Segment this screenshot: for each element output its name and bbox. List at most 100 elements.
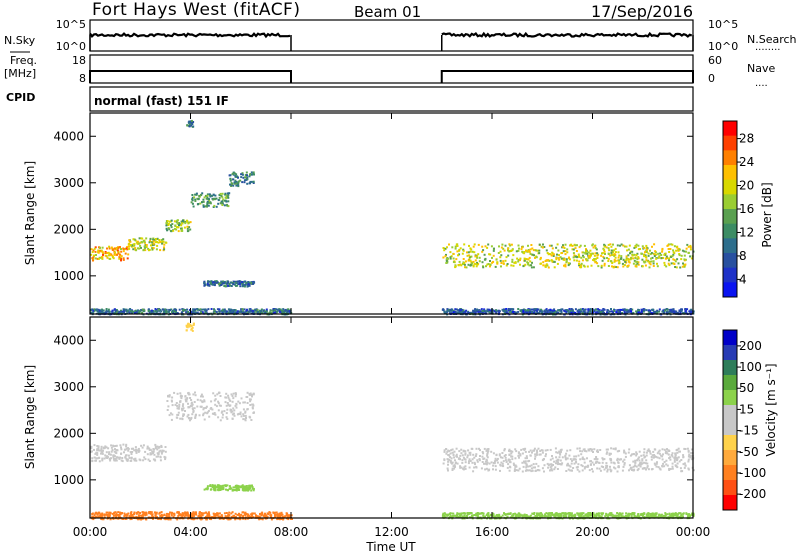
power-cell: [564, 250, 567, 253]
power-cell: [136, 247, 139, 250]
velocity-cell: [177, 411, 180, 414]
velocity-cell: [225, 488, 227, 491]
velocity-cell: [250, 489, 253, 492]
velocity-cell: [193, 512, 195, 515]
velocity-cell: [515, 469, 518, 472]
velocity-cell: [206, 485, 209, 488]
power-cell: [564, 253, 567, 256]
velocity-cell: [239, 515, 242, 518]
velocity-cell: [219, 395, 222, 397]
power-cell: [484, 258, 487, 261]
power-cell: [142, 240, 145, 242]
power-cell: [153, 238, 156, 241]
velocity-cell: [234, 512, 237, 515]
velocity-cell: [135, 511, 138, 514]
power-cell: [649, 253, 652, 256]
velocity-cell: [125, 445, 128, 448]
velocity-cell: [156, 448, 159, 451]
power-cell: [241, 181, 244, 184]
velocity-cell: [539, 450, 542, 452]
power-cell: [213, 204, 216, 207]
power-cell: [527, 262, 530, 265]
velocity-cell: [560, 448, 563, 451]
power-cell: [443, 249, 446, 252]
power-cell: [635, 254, 638, 256]
power-cell: [218, 194, 221, 196]
power-cell: [596, 257, 599, 259]
velocity-cell: [100, 449, 103, 452]
velocity-cell: [198, 511, 201, 514]
power-cell: [190, 201, 193, 204]
power-cell: [224, 310, 227, 313]
velocity-cell: [213, 489, 216, 492]
velocity-cell: [522, 465, 525, 468]
power-cell: [186, 225, 189, 228]
velocity-cell: [137, 511, 140, 514]
velocity-cell: [464, 450, 467, 453]
power-cell: [131, 310, 134, 313]
velocity-cell: [251, 487, 254, 490]
velocity-cell: [161, 515, 164, 518]
power-cell: [593, 259, 596, 262]
power-cell: [144, 245, 147, 248]
power-cell: [600, 254, 603, 257]
power-cell: [527, 249, 530, 251]
power-cell: [449, 251, 452, 254]
velocity-cell: [573, 462, 576, 465]
velocity-cell: [593, 463, 595, 466]
velocity-cell: [248, 484, 251, 487]
velocity-cell: [248, 415, 251, 418]
power-cell: [233, 311, 236, 314]
power-cell: [168, 220, 171, 223]
velocity-cell: [566, 462, 569, 465]
velocity-cell: [531, 469, 534, 472]
power-cell: [548, 244, 551, 247]
velocity-cell: [127, 447, 130, 450]
power-cell: [673, 312, 676, 314]
velocity-cell: [286, 512, 289, 515]
velocity-cell: [158, 511, 161, 514]
power-cell: [586, 252, 589, 255]
power-cell: [617, 259, 620, 262]
power-cell: [195, 311, 197, 314]
power-cell: [488, 308, 491, 311]
velocity-cell: [185, 324, 188, 327]
velocity-cell: [471, 458, 474, 461]
power-cell: [528, 308, 531, 311]
velocity-cell: [643, 467, 646, 470]
power-cell: [120, 250, 123, 253]
velocity-cell: [205, 405, 208, 408]
power-cell: [589, 252, 592, 255]
power-cell: [582, 308, 585, 311]
velocity-cell: [531, 451, 533, 454]
velocity-cell: [587, 464, 589, 467]
velocity-cell: [111, 449, 114, 451]
power-cell: [96, 257, 99, 260]
power-cell: [637, 311, 640, 314]
velocity-cell: [251, 513, 254, 516]
velocity-cell: [250, 419, 253, 421]
velocity-cell: [253, 512, 256, 515]
power-cell: [97, 257, 100, 260]
power-cell: [91, 251, 94, 253]
power-cell: [683, 312, 686, 315]
power-cell: [671, 255, 674, 258]
velocity-cell: [149, 512, 152, 515]
power-cell: [484, 310, 487, 313]
power-cell: [112, 257, 115, 260]
power-cell: [203, 308, 205, 311]
power-cell: [206, 204, 209, 207]
velocity-cell: [246, 396, 249, 398]
power-cell: [227, 312, 230, 315]
velocity-cell: [212, 484, 215, 487]
power-cell: [483, 309, 486, 312]
velocity-cell: [176, 404, 179, 407]
velocity-cell: [534, 453, 537, 456]
power-cell: [542, 243, 544, 246]
power-cell: [556, 243, 559, 246]
velocity-cell: [455, 447, 458, 450]
power-cell: [510, 264, 513, 267]
power-cell: [550, 244, 553, 247]
velocity-cell: [446, 467, 449, 470]
power-cell: [609, 310, 611, 313]
